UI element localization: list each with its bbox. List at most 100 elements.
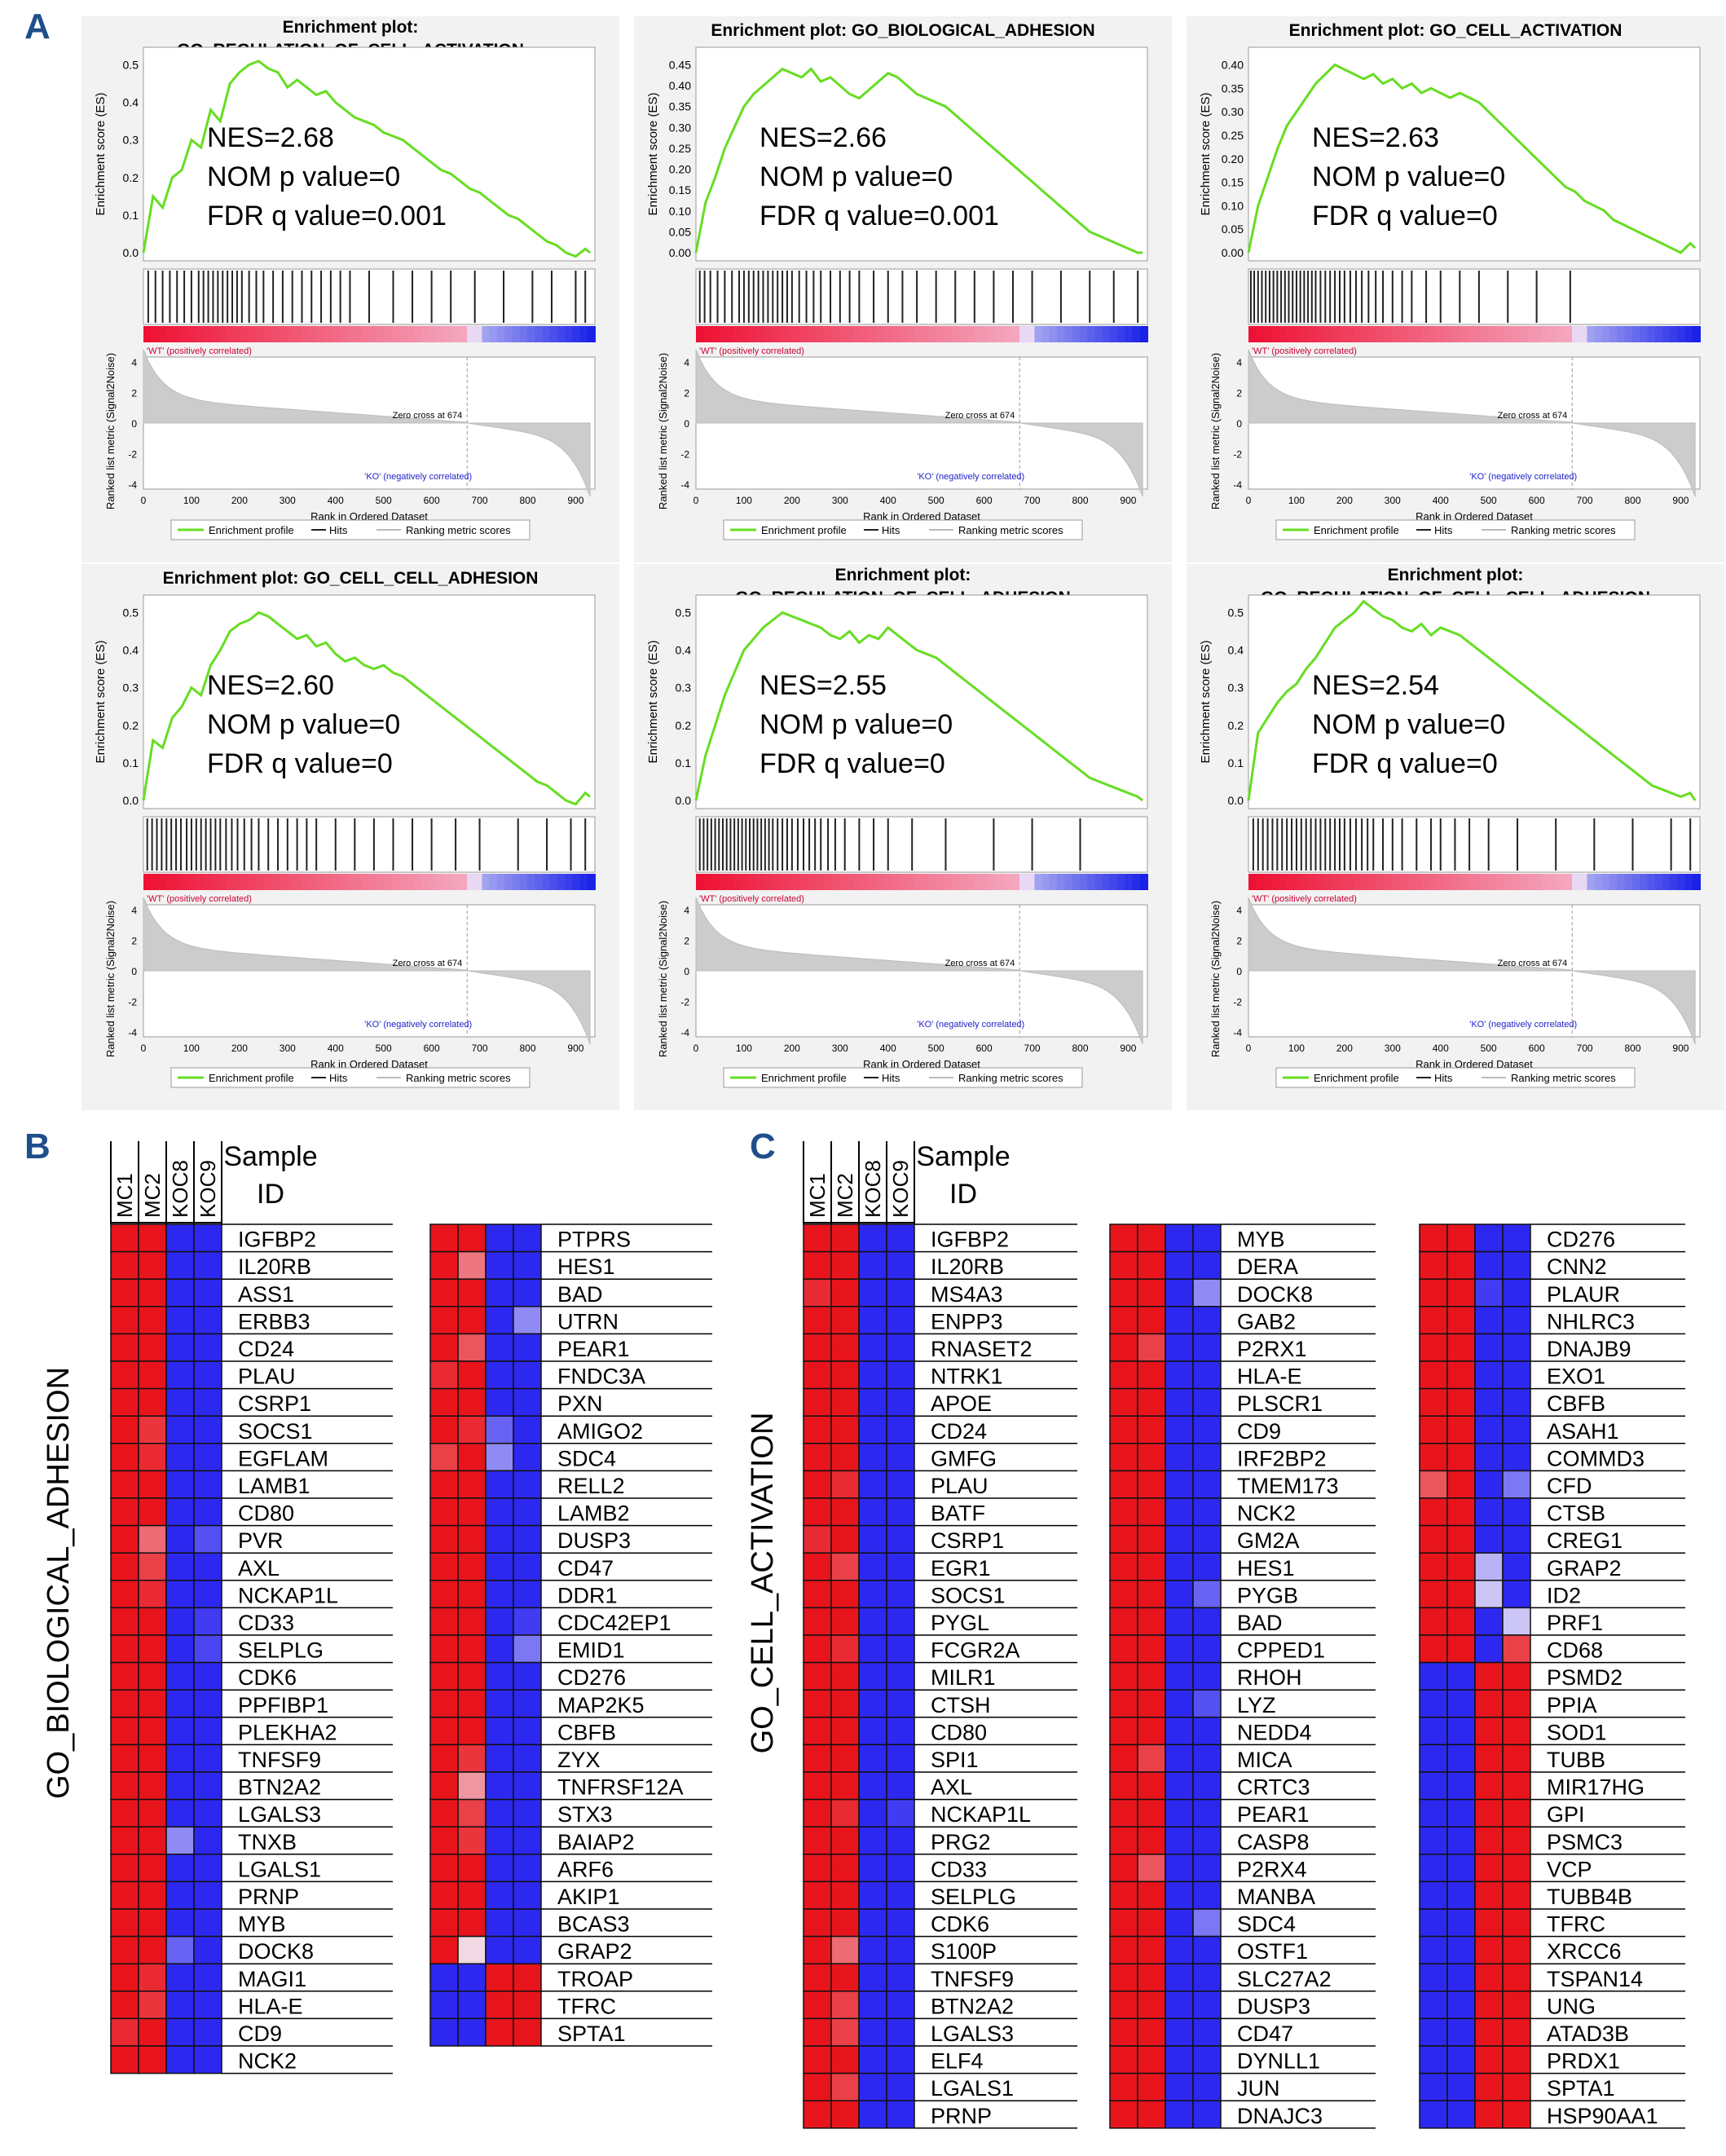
- ranking-color-segment: [1631, 874, 1641, 890]
- heatmap-cell: [1165, 1963, 1194, 1992]
- ranking-color-segment: [1286, 326, 1295, 342]
- gene-label: GPI: [1547, 1802, 1585, 1827]
- zero-cross-label: Zero cross at 674: [1498, 411, 1568, 421]
- heatmap-cell: [485, 1991, 514, 2020]
- gene-label: BATF: [931, 1501, 985, 1526]
- x-tick-label: 600: [1529, 1043, 1545, 1054]
- heatmap-cell: [1446, 1935, 1476, 1964]
- heatmap-cell: [110, 1963, 139, 1992]
- ranking-color-segment: [1293, 326, 1302, 342]
- ranking-color-segment: [233, 326, 243, 342]
- ranking-color-segment: [1662, 326, 1671, 342]
- heatmap-cell: [513, 1717, 542, 1746]
- x-tick-label: 0: [693, 495, 699, 506]
- heatmap-cell: [1109, 1250, 1138, 1280]
- wt-label: 'WT' (positively correlated): [1252, 894, 1357, 904]
- ranking-color-segment: [951, 874, 961, 890]
- ranking-color-segment: [1384, 874, 1393, 890]
- heatmap-cell: [886, 1306, 915, 1335]
- ranking-color-segment: [1011, 874, 1021, 890]
- heatmap-cell: [886, 1908, 915, 1938]
- legend-hits: Hits: [882, 524, 900, 536]
- ranking-color-segment: [361, 874, 370, 890]
- ranking-color-segment: [899, 874, 908, 890]
- es-tick-label: 0.5: [123, 59, 139, 72]
- ranking-color-segment: [951, 326, 961, 342]
- wt-label: 'WT' (positively correlated): [1252, 346, 1357, 356]
- gene-label: ARF6: [557, 1857, 614, 1881]
- heatmap-cell: [830, 1744, 860, 1773]
- ranking-color-segment: [1474, 874, 1483, 890]
- nom-p-value: NOM p value=0: [760, 161, 953, 192]
- heatmap-cell: [429, 1278, 459, 1307]
- heatmap-cell: [886, 1278, 915, 1307]
- x-tick-label: 500: [376, 1043, 392, 1054]
- heatmap-cell: [513, 1771, 542, 1801]
- gene-label: EMID1: [557, 1638, 625, 1663]
- heatmap-cell: [165, 1360, 195, 1390]
- ranking-color-segment: [467, 326, 476, 342]
- es-tick-label: 0.20: [1222, 152, 1244, 165]
- heatmap-cell: [1502, 1552, 1531, 1581]
- heatmap-cell: [1192, 1580, 1222, 1609]
- gene-label: DUSP3: [1237, 1994, 1310, 2018]
- ranking-color-segment: [369, 326, 378, 342]
- ranking-color-segment: [301, 874, 310, 890]
- heatmap-cell: [858, 1908, 887, 1938]
- gene-label: LGALS1: [931, 2076, 1014, 2101]
- heatmap-cell: [1109, 1689, 1138, 1718]
- heatmap-cell: [1137, 1552, 1166, 1581]
- heatmap-cell: [110, 1223, 139, 1253]
- heatmap-cell: [858, 2100, 887, 2129]
- heatmap-cell: [1165, 1744, 1194, 1773]
- heatmap-cell: [193, 1360, 222, 1390]
- ranking-color-segment: [526, 874, 536, 890]
- ranking-color-segment: [1504, 874, 1513, 890]
- ranking-color-segment: [966, 326, 975, 342]
- ranking-color-segment: [151, 874, 160, 890]
- heatmap-cell: [1446, 1333, 1476, 1362]
- ranking-color-segment: [181, 326, 190, 342]
- heatmap-cell: [1137, 2045, 1166, 2074]
- heatmap-cell: [1137, 1771, 1166, 1801]
- ranking-color-segment: [1004, 874, 1013, 890]
- ranking-color-segment: [1444, 326, 1453, 342]
- ranking-color-segment: [263, 874, 272, 890]
- heatmap-cell: [1192, 1278, 1222, 1307]
- ranking-color-segment: [1323, 874, 1332, 890]
- ranking-color-segment: [1617, 326, 1626, 342]
- enrichment-profile-line: [694, 67, 1143, 254]
- enrichment-profile-line: [694, 611, 1144, 802]
- heatmap-cell: [1192, 1908, 1222, 1938]
- x-tick-label: 700: [1024, 495, 1041, 506]
- heatmap-cell: [886, 1935, 915, 1964]
- heatmap-cell: [138, 1634, 167, 1664]
- heatmap-cell: [193, 1963, 222, 1992]
- heatmap-cell: [1192, 1306, 1222, 1335]
- ranking-color-segment: [929, 874, 938, 890]
- ranking-color-segment: [1376, 874, 1385, 890]
- gene-label: ELF4: [931, 2049, 984, 2074]
- ranking-color-segment: [861, 326, 870, 342]
- x-tick-label: 200: [1336, 1043, 1353, 1054]
- legend-enrichment-profile: Enrichment profile: [209, 524, 294, 536]
- ranking-color-segment: [504, 874, 513, 890]
- heatmap-cell: [429, 1661, 459, 1691]
- ranking-color-segment: [755, 874, 765, 890]
- ranking-metric-area: [1248, 897, 1696, 1045]
- gene-label: SOD1: [1547, 1720, 1607, 1744]
- heatmap-cell: [1446, 1744, 1476, 1773]
- heatmap-cell: [1502, 1991, 1531, 2020]
- gene-label: IGFBP2: [931, 1228, 1009, 1252]
- x-tick-label: 900: [567, 495, 583, 506]
- heatmap-cell: [457, 1963, 487, 1992]
- heatmap-cell: [1137, 1689, 1166, 1718]
- ranking-color-segment: [929, 326, 938, 342]
- ranking-color-segment: [226, 874, 235, 890]
- ranking-color-segment: [1346, 326, 1355, 342]
- ranking-color-segment: [211, 326, 220, 342]
- heatmap-cell: [165, 1415, 195, 1444]
- heatmap-cell: [1192, 1717, 1222, 1746]
- gene-label: CBFB: [557, 1720, 616, 1744]
- heatmap-cell: [1502, 1250, 1531, 1280]
